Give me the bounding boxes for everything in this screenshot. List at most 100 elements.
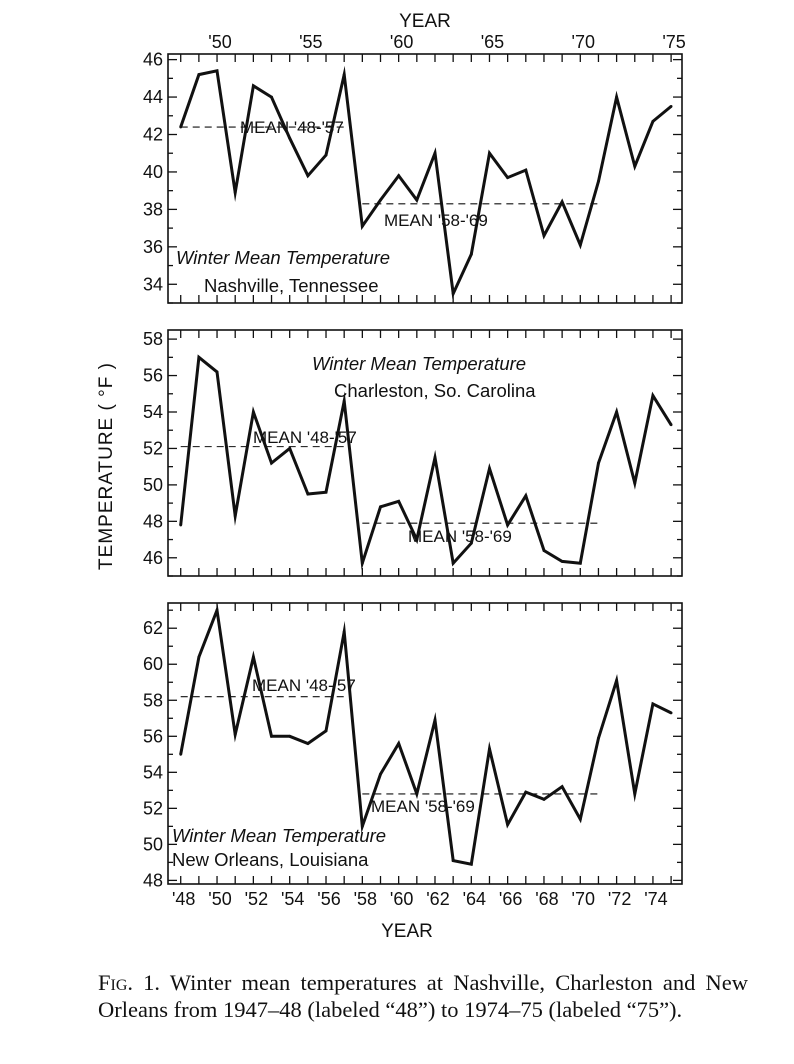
caption-text: Winter mean temperatures at Nashville, C… — [98, 970, 749, 1022]
data-point — [397, 174, 401, 178]
series-line-new-orleans — [179, 604, 672, 866]
data-point — [433, 718, 437, 722]
data-point — [451, 859, 455, 862]
data-point — [615, 679, 619, 682]
data-point — [179, 523, 183, 527]
data-point — [251, 410, 255, 414]
data-point — [615, 95, 619, 99]
y-tick-label: 50 — [143, 834, 163, 854]
data-point — [215, 69, 219, 73]
data-point — [415, 198, 419, 202]
x-tick-label-bottom: '48 — [172, 889, 195, 909]
data-point — [233, 514, 237, 518]
data-point — [179, 125, 183, 129]
data-point — [397, 742, 401, 745]
x-tick-label-top: '55 — [299, 32, 322, 52]
data-point — [488, 151, 491, 155]
data-point — [651, 702, 655, 706]
data-point — [669, 423, 673, 427]
data-point — [215, 608, 219, 612]
data-point — [306, 174, 310, 178]
data-point — [270, 734, 273, 738]
x-tick-label-bottom: '56 — [317, 889, 340, 909]
data-point — [342, 73, 346, 76]
x-tick-label-top: '50 — [208, 32, 231, 52]
data-point — [651, 119, 655, 123]
panel-title: Winter Mean Temperature — [176, 247, 390, 268]
x-tick-label-bottom: '62 — [426, 889, 449, 909]
data-point — [433, 456, 437, 459]
data-point — [379, 505, 382, 509]
y-tick-label: 62 — [143, 618, 163, 638]
data-point — [560, 200, 564, 204]
y-tick-label: 48 — [143, 511, 163, 531]
data-point — [633, 164, 637, 168]
y-tick-label: 38 — [143, 199, 163, 219]
data-point — [542, 797, 546, 801]
y-tick-label: 44 — [143, 87, 163, 107]
figure-caption: Fig. 1. Winter mean temperatures at Nash… — [98, 969, 748, 1023]
panel-subtitle: Nashville, Tennessee — [204, 275, 379, 296]
x-tick-label-bottom: '52 — [245, 889, 268, 909]
x-tick-label-bottom: '70 — [572, 889, 595, 909]
y-tick-label: 42 — [143, 125, 163, 145]
data-point — [251, 84, 255, 88]
panel-subtitle: New Orleans, Louisiana — [172, 849, 369, 870]
data-point — [360, 824, 364, 828]
data-point — [469, 541, 473, 545]
x-tick-label-bottom: '54 — [281, 889, 304, 909]
data-point — [288, 136, 292, 140]
data-point — [506, 523, 510, 527]
data-point — [270, 461, 273, 465]
x-tick-label-top: '60 — [390, 32, 413, 52]
panel-title: Winter Mean Temperature — [312, 353, 526, 374]
y-tick-label: 58 — [143, 329, 163, 349]
data-point — [560, 785, 564, 789]
top-xlabel: YEAR — [399, 11, 451, 32]
x-tick-label-bottom: '68 — [535, 889, 558, 909]
data-point — [578, 817, 582, 821]
panel-title: Winter Mean Temperature — [172, 825, 386, 846]
series-line-charleston — [179, 354, 673, 571]
data-point — [506, 823, 510, 826]
data-point — [415, 792, 419, 796]
data-point — [451, 292, 455, 296]
panel-subtitle: Charleston, So. Carolina — [334, 380, 536, 401]
data-point — [669, 105, 673, 108]
x-tick-label-bottom: '64 — [463, 889, 486, 909]
y-tick-label: 36 — [143, 237, 163, 257]
data-point — [288, 447, 292, 450]
data-point — [251, 655, 255, 659]
x-tick-label-top: '65 — [481, 32, 504, 52]
y-tick-label: 48 — [143, 870, 163, 890]
panel-nashville: 34 36 38 40 42 44 46 '50 '55 '60 '65 '70 '75 MEAN '48… — [143, 32, 686, 304]
data-point — [360, 561, 364, 565]
data-point — [469, 252, 473, 256]
x-tick-label-bottom: '72 — [608, 889, 631, 909]
mean-label: MEAN '48-'57 — [240, 118, 344, 137]
data-point — [233, 733, 237, 736]
data-point — [288, 734, 292, 738]
data-point — [469, 862, 473, 866]
y-axis-label: TEMPERATURE ( °F ) — [96, 362, 117, 570]
x-tick-label-bottom: '74 — [644, 889, 667, 909]
data-point — [415, 538, 419, 541]
data-point — [379, 772, 382, 776]
data-point — [633, 481, 637, 485]
y-tick-label: 60 — [143, 654, 163, 674]
data-point — [324, 490, 328, 494]
data-point — [324, 153, 328, 157]
plot-frame-new-orleans — [167, 602, 683, 885]
caption-label: Fig. 1. — [98, 970, 161, 995]
data-point — [215, 370, 219, 374]
y-tick-label: 52 — [143, 798, 163, 818]
mean-label: MEAN '48-'57 — [252, 676, 356, 695]
mean-label: MEAN '58-'69 — [371, 797, 475, 816]
x-tick-label-bottom: '66 — [499, 889, 522, 909]
data-point — [397, 499, 401, 503]
y-tick-label: 54 — [143, 402, 163, 422]
data-point — [342, 399, 346, 403]
data-point — [433, 151, 437, 155]
y-tick-label: 46 — [143, 50, 163, 70]
data-point — [524, 790, 528, 794]
